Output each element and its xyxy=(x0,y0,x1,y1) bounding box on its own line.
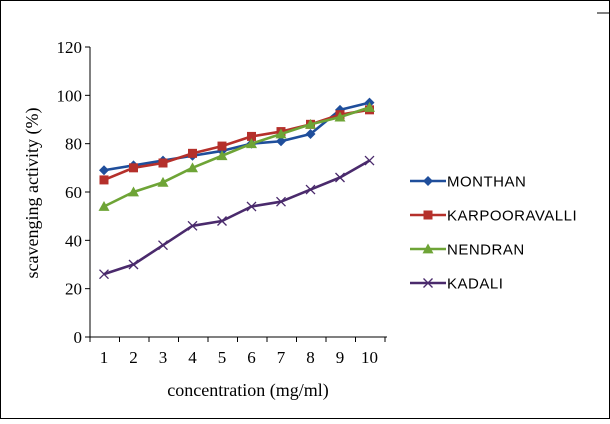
data-point-nendran xyxy=(246,138,257,149)
data-point-kadali xyxy=(305,184,316,195)
legend-item-karpooravalli: KARPOORAVALLI xyxy=(410,208,577,225)
series-layer xyxy=(98,97,375,280)
x-tick-label: 7 xyxy=(277,348,286,367)
data-point-nendran xyxy=(128,186,139,197)
legend: MONTHAN KARPOORAVALLI NENDRAN KADALI xyxy=(410,174,577,293)
data-point-kadali xyxy=(276,196,286,207)
data-point-karpooravalli xyxy=(129,163,138,173)
y-tick-label: 20 xyxy=(65,280,82,299)
data-point-karpooravalli xyxy=(247,131,256,141)
legend-item-kadali: KADALI xyxy=(410,276,503,293)
legend-item-monthan: MONTHAN xyxy=(410,174,526,191)
data-point-kadali xyxy=(246,201,257,212)
data-point-monthan xyxy=(276,136,286,147)
data-point-kadali xyxy=(335,172,345,183)
data-point-nendran xyxy=(275,128,287,139)
data-point-kadali xyxy=(187,220,198,231)
legend-marker xyxy=(423,210,433,220)
y-tick-label: 120 xyxy=(57,38,83,57)
legend-label: KARPOORAVALLI xyxy=(447,208,577,225)
x-tick-label: 10 xyxy=(361,348,378,367)
y-tick-label: 60 xyxy=(65,183,82,202)
x-tick-label: 3 xyxy=(159,348,168,367)
data-point-kadali xyxy=(128,259,139,270)
data-point-nendran xyxy=(305,118,316,129)
y-tick-label: 80 xyxy=(65,135,82,154)
x-tick-label: 6 xyxy=(247,348,256,367)
y-tick-label: 100 xyxy=(57,86,83,105)
x-tick-label: 2 xyxy=(129,348,138,367)
data-point-karpooravalli xyxy=(158,158,168,168)
data-point-kadali xyxy=(217,216,227,226)
x-tick-label: 8 xyxy=(306,348,315,367)
x-axis-title: concentration (mg/ml) xyxy=(167,380,328,401)
y-tick-label: 40 xyxy=(65,231,82,250)
series-kadali xyxy=(99,155,375,280)
legend-item-nendran: NENDRAN xyxy=(410,242,525,259)
data-point-karpooravalli xyxy=(99,175,109,185)
data-point-nendran xyxy=(157,176,169,187)
data-point-nendran xyxy=(364,101,375,112)
data-point-nendran xyxy=(216,150,228,161)
data-point-karpooravalli xyxy=(217,141,227,151)
y-tick-label: 0 xyxy=(74,328,83,347)
data-point-nendran xyxy=(98,201,110,211)
legend-marker xyxy=(423,176,433,186)
data-point-kadali xyxy=(158,240,168,251)
data-point-kadali xyxy=(99,269,109,280)
x-tick-label: 4 xyxy=(188,348,197,367)
x-tick-label: 1 xyxy=(100,348,109,367)
data-point-kadali xyxy=(364,155,375,166)
legend-label: MONTHAN xyxy=(447,174,526,191)
y-axis-title: scavenging activity (%) xyxy=(22,108,43,279)
data-point-karpooravalli xyxy=(188,148,197,158)
series-nendran xyxy=(98,101,375,211)
x-tick-label: 9 xyxy=(336,348,345,367)
data-point-nendran xyxy=(187,162,198,173)
legend-label: KADALI xyxy=(447,276,503,293)
series-line-nendran xyxy=(103,106,370,208)
legend-marker xyxy=(422,243,434,254)
data-point-nendran xyxy=(334,111,346,122)
data-point-monthan xyxy=(305,129,316,139)
series-line-kadali xyxy=(103,159,371,276)
legend-marker xyxy=(423,278,433,288)
x-axis-ticks: 1 2 3 4 5 6 7 8 9 10 xyxy=(89,337,386,367)
y-axis-ticks: 0 20 40 60 80 100 120 xyxy=(57,38,90,347)
data-point-monthan xyxy=(99,165,109,176)
x-tick-label: 5 xyxy=(218,348,227,367)
legend-label: NENDRAN xyxy=(447,242,525,259)
